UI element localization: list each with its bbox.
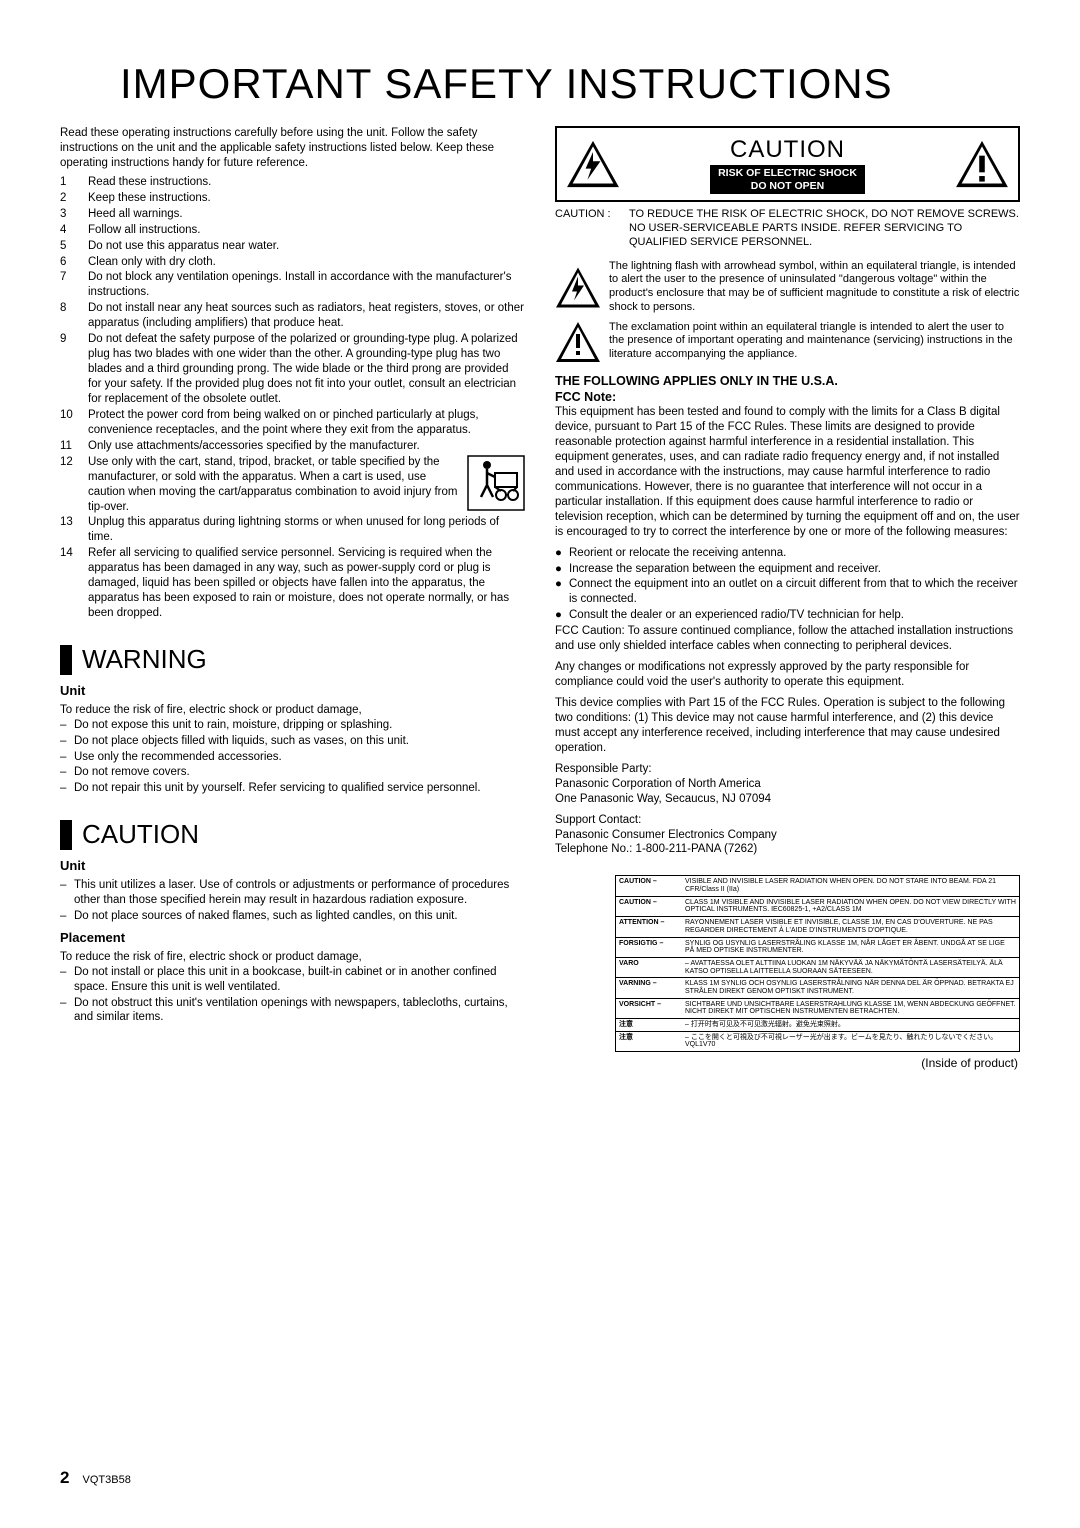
list-item: –Do not install or place this unit in a … — [60, 965, 525, 995]
fcc-sup1: Support Contact: — [555, 813, 1020, 828]
right-column: CAUTION RISK OF ELECTRIC SHOCKDO NOT OPE… — [555, 126, 1020, 1072]
bolt-symbol-row: The lightning flash with arrowhead symbo… — [555, 260, 1020, 315]
content-columns: Read these operating instructions carefu… — [60, 126, 1020, 1072]
bolt-triangle-icon — [565, 139, 621, 189]
bolt-text: The lightning flash with arrowhead symbo… — [609, 260, 1020, 315]
instruction-item: 3Heed all warnings. — [60, 207, 525, 222]
fcc-bullet: ●Reorient or relocate the receiving ante… — [555, 546, 1020, 561]
fcc-bullets: ●Reorient or relocate the receiving ante… — [555, 546, 1020, 624]
page-title: IMPORTANT SAFETY INSTRUCTIONS — [120, 60, 1020, 108]
list-item: –Do not place objects filled with liquid… — [60, 734, 525, 749]
instruction-item: 13Unplug this apparatus during lightning… — [60, 515, 525, 545]
caution-text: CAUTION : TO REDUCE THE RISK OF ELECTRIC… — [555, 208, 1020, 249]
caution-unit-head: Unit — [60, 858, 525, 875]
caution-text-body: TO REDUCE THE RISK OF ELECTRIC SHOCK, DO… — [629, 208, 1020, 249]
intro-text: Read these operating instructions carefu… — [60, 126, 525, 171]
list-item: –This unit utilizes a laser. Use of cont… — [60, 878, 525, 908]
laser-row: FORSIGTIG –SYNLIG OG USYNLIG LASERSTRÅLI… — [616, 938, 1019, 958]
laser-row: CAUTION –CLASS 1M VISIBLE AND INVISIBLE … — [616, 897, 1019, 917]
laser-row: VARNING –KLASS 1M SYNLIG OCH OSYNLIG LAS… — [616, 978, 1019, 998]
list-item: –Do not remove covers. — [60, 765, 525, 780]
caution-placement-list: –Do not install or place this unit in a … — [60, 965, 525, 1026]
laser-row: 注意– ここを開くと可視及び不可視レーザー光が出ます。ビームを見たり、触れたりし… — [616, 1032, 1019, 1051]
laser-row: ATTENTION –RAYONNEMENT LASER VISIBLE ET … — [616, 917, 1019, 937]
instruction-item: 11Only use attachments/accessories speci… — [60, 439, 525, 454]
caution-heading: CAUTION — [60, 818, 525, 852]
list-item: –Do not place sources of naked flames, s… — [60, 909, 525, 924]
fcc-bullet: ●Increase the separation between the equ… — [555, 562, 1020, 577]
list-item: –Do not repair this unit by yourself. Re… — [60, 781, 525, 796]
caution-unit-list: –This unit utilizes a laser. Use of cont… — [60, 878, 525, 924]
instruction-item: 5Do not use this apparatus near water. — [60, 239, 525, 254]
exclamation-icon — [555, 321, 601, 363]
caution-placement-head: Placement — [60, 930, 525, 947]
caution-text-label: CAUTION : — [555, 208, 629, 249]
instruction-item: 8Do not install near any heat sources su… — [60, 301, 525, 331]
laser-label: CAUTION –VISIBLE AND INVISIBLE LASER RAD… — [615, 875, 1020, 1052]
fcc-p1: This equipment has been tested and found… — [555, 405, 1020, 539]
list-item: –Do not obstruct this unit's ventilation… — [60, 996, 525, 1026]
instruction-list: 1Read these instructions.2Keep these ins… — [60, 175, 525, 621]
instruction-item: 12Use only with the cart, stand, tripod,… — [60, 455, 525, 515]
instruction-item: 4Follow all instructions. — [60, 223, 525, 238]
instruction-item: 9Do not defeat the safety purpose of the… — [60, 332, 525, 407]
instruction-item: 6Clean only with dry cloth. — [60, 255, 525, 270]
excl-symbol-row: The exclamation point within an equilate… — [555, 321, 1020, 363]
page-number: 2 — [60, 1468, 69, 1487]
bolt-icon — [555, 260, 601, 315]
laser-row: VORSICHT –SICHTBARE UND UNSICHTBARE LASE… — [616, 999, 1019, 1019]
warning-heading: WARNING — [60, 643, 525, 677]
instruction-item: 7Do not block any ventilation openings. … — [60, 270, 525, 300]
warning-unit-list: –Do not expose this unit to rain, moistu… — [60, 718, 525, 797]
laser-row: CAUTION –VISIBLE AND INVISIBLE LASER RAD… — [616, 876, 1019, 896]
excl-text: The exclamation point within an equilate… — [609, 321, 1020, 363]
fcc-p4: This device complies with Part 15 of the… — [555, 696, 1020, 756]
fcc-bullet: ●Connect the equipment into an outlet on… — [555, 577, 1020, 607]
laser-row: 注意– 打开时有可见及不可见激光辐射。避免光束照射。 — [616, 1019, 1019, 1032]
doc-id: VQT3B58 — [83, 1474, 131, 1486]
fcc-resp3: One Panasonic Way, Secaucus, NJ 07094 — [555, 792, 1020, 807]
caution-box-risk: RISK OF ELECTRIC SHOCKDO NOT OPEN — [710, 165, 865, 194]
caution-label: CAUTION — [82, 818, 199, 852]
fcc-sup2: Panasonic Consumer Electronics Company — [555, 828, 1020, 843]
left-column: Read these operating instructions carefu… — [60, 126, 525, 1072]
footer: 2 VQT3B58 — [60, 1468, 131, 1488]
instruction-item: 1Read these instructions. — [60, 175, 525, 190]
caution-box: CAUTION RISK OF ELECTRIC SHOCKDO NOT OPE… — [555, 126, 1020, 202]
heading-bar — [60, 645, 72, 675]
warning-label: WARNING — [82, 643, 207, 677]
list-item: –Use only the recommended accessories. — [60, 750, 525, 765]
fcc-p2: FCC Caution: To assure continued complia… — [555, 624, 1020, 654]
fcc-p3: Any changes or modifications not express… — [555, 660, 1020, 690]
inside-of-product: (Inside of product) — [555, 1056, 1018, 1072]
warning-unit-head: Unit — [60, 683, 525, 700]
warning-unit-intro: To reduce the risk of fire, electric sho… — [60, 703, 525, 718]
instruction-item: 2Keep these instructions. — [60, 191, 525, 206]
laser-row: VARO– AVATTAESSA OLET ALTTIINA LUOKAN 1M… — [616, 958, 1019, 978]
fcc-resp2: Panasonic Corporation of North America — [555, 777, 1020, 792]
caution-placement-intro: To reduce the risk of fire, electric sho… — [60, 950, 525, 965]
instruction-item: 10Protect the power cord from being walk… — [60, 408, 525, 438]
caution-box-title: CAUTION — [621, 134, 954, 165]
fcc-sup3: Telephone No.: 1-800-211-PANA (7262) — [555, 842, 1020, 857]
heading-bar — [60, 820, 72, 850]
fcc-bullet: ●Consult the dealer or an experienced ra… — [555, 608, 1020, 623]
exclamation-triangle-icon — [954, 139, 1010, 189]
fcc-resp1: Responsible Party: — [555, 762, 1020, 777]
list-item: –Do not expose this unit to rain, moistu… — [60, 718, 525, 733]
fcc-head: THE FOLLOWING APPLIES ONLY IN THE U.S.A.… — [555, 373, 1020, 406]
instruction-item: 14Refer all servicing to qualified servi… — [60, 546, 525, 621]
